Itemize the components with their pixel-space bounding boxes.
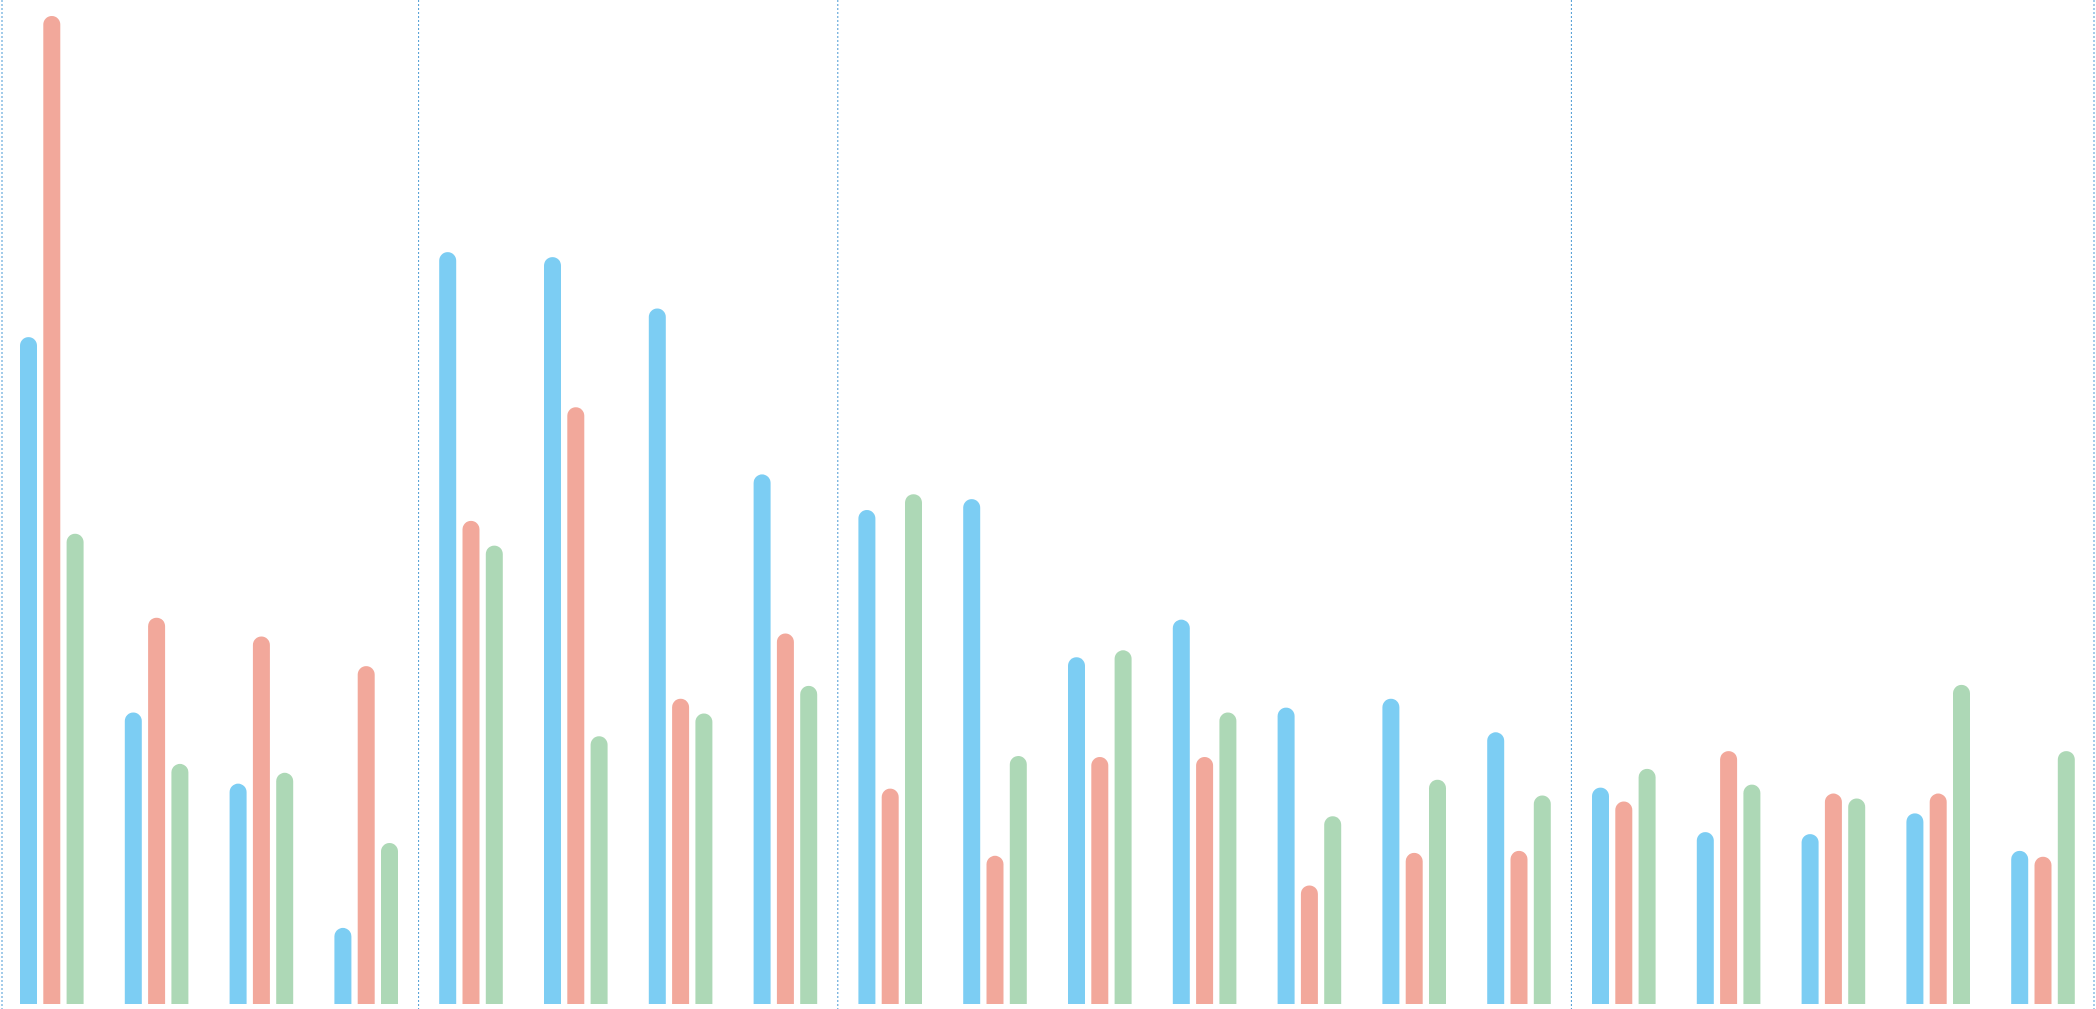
bar-group-16 bbox=[1592, 768, 1656, 1004]
bar-group-7 bbox=[648, 308, 713, 1004]
bar-series-2-cat-19 bbox=[1929, 793, 1947, 1004]
bar-series-3-cat-8 bbox=[800, 685, 818, 1004]
bar-series-3-cat-7 bbox=[695, 713, 713, 1004]
bar-series-3-cat-6 bbox=[590, 736, 608, 1004]
bar-group-10 bbox=[963, 499, 1027, 1004]
bar-series-2-cat-1 bbox=[43, 16, 61, 1004]
bar-series-1-cat-7 bbox=[648, 308, 666, 1004]
bar-group-9 bbox=[858, 494, 922, 1004]
bar-series-1-cat-1 bbox=[20, 337, 37, 1005]
bar-series-1-cat-11 bbox=[1068, 657, 1085, 1004]
bar-series-3-cat-11 bbox=[1114, 650, 1132, 1004]
bar-series-3-cat-16 bbox=[1638, 768, 1656, 1004]
bar-group-13 bbox=[1277, 707, 1342, 1004]
bar-group-20 bbox=[2011, 751, 2075, 1004]
bar-series-1-cat-12 bbox=[1172, 619, 1190, 1004]
bar-series-2-cat-16 bbox=[1615, 801, 1633, 1004]
bar-series-1-cat-20 bbox=[2011, 850, 2029, 1004]
bar-series-2-cat-5 bbox=[462, 520, 480, 1004]
bars bbox=[20, 16, 2075, 1005]
bar-series-2-cat-4 bbox=[357, 666, 375, 1004]
bar-series-3-cat-18 bbox=[1848, 798, 1866, 1004]
bar-series-1-cat-13 bbox=[1277, 707, 1295, 1004]
bar-group-4 bbox=[334, 666, 398, 1004]
bar-series-3-cat-15 bbox=[1533, 795, 1551, 1004]
bar-series-3-cat-13 bbox=[1324, 816, 1342, 1004]
bar-series-1-cat-5 bbox=[439, 252, 457, 1004]
bar-group-19 bbox=[1906, 684, 1970, 1004]
bar-series-1-cat-10 bbox=[963, 499, 981, 1004]
bar-series-1-cat-14 bbox=[1382, 698, 1400, 1004]
bar-series-2-cat-6 bbox=[567, 407, 585, 1004]
bar-series-3-cat-9 bbox=[905, 494, 922, 1004]
bar-series-2-cat-3 bbox=[252, 636, 270, 1004]
bar-group-17 bbox=[1696, 751, 1761, 1004]
bar-series-2-cat-20 bbox=[2034, 856, 2052, 1004]
bar-group-18 bbox=[1801, 793, 1866, 1004]
bar-group-15 bbox=[1487, 732, 1551, 1004]
bar-series-2-cat-18 bbox=[1824, 793, 1842, 1004]
bar-series-1-cat-4 bbox=[334, 927, 352, 1004]
bar-series-3-cat-12 bbox=[1219, 712, 1237, 1004]
bar-group-8 bbox=[753, 474, 818, 1004]
bar-series-2-cat-11 bbox=[1091, 757, 1109, 1004]
bar-series-3-cat-4 bbox=[381, 842, 398, 1004]
bar-series-2-cat-12 bbox=[1196, 757, 1214, 1004]
bar-series-3-cat-1 bbox=[66, 533, 84, 1004]
bar-group-2 bbox=[124, 617, 189, 1004]
bar-series-2-cat-7 bbox=[672, 698, 690, 1004]
bar-series-1-cat-18 bbox=[1801, 834, 1819, 1004]
bar-series-3-cat-10 bbox=[1009, 756, 1027, 1004]
bar-series-1-cat-9 bbox=[858, 510, 876, 1004]
bar-group-1 bbox=[20, 16, 84, 1005]
bar-series-1-cat-8 bbox=[753, 474, 771, 1004]
bar-series-1-cat-16 bbox=[1592, 787, 1609, 1004]
bar-group-6 bbox=[544, 257, 608, 1004]
bar-series-2-cat-13 bbox=[1300, 885, 1318, 1004]
bar-series-1-cat-6 bbox=[544, 257, 561, 1004]
bar-series-1-cat-2 bbox=[124, 712, 142, 1004]
bar-series-2-cat-10 bbox=[986, 855, 1004, 1004]
bar-series-1-cat-3 bbox=[229, 783, 247, 1004]
bar-series-3-cat-3 bbox=[276, 772, 294, 1004]
bar-series-3-cat-5 bbox=[485, 545, 503, 1004]
bar-series-1-cat-17 bbox=[1696, 832, 1714, 1004]
bar-series-3-cat-19 bbox=[1953, 684, 1970, 1004]
bar-series-2-cat-15 bbox=[1510, 850, 1528, 1004]
bar-group-5 bbox=[439, 252, 503, 1004]
bar-series-2-cat-9 bbox=[881, 788, 899, 1004]
bar-series-2-cat-8 bbox=[776, 633, 794, 1004]
bar-series-3-cat-20 bbox=[2057, 751, 2075, 1004]
bar-group-11 bbox=[1068, 650, 1132, 1004]
bar-series-2-cat-2 bbox=[148, 617, 166, 1004]
bar-series-2-cat-17 bbox=[1720, 751, 1738, 1004]
bar-group-3 bbox=[229, 636, 294, 1004]
bar-series-1-cat-19 bbox=[1906, 813, 1924, 1004]
bar-series-2-cat-14 bbox=[1405, 852, 1423, 1004]
bar-series-3-cat-2 bbox=[171, 763, 189, 1004]
bar-group-12 bbox=[1172, 619, 1237, 1004]
bar-series-3-cat-17 bbox=[1743, 784, 1761, 1004]
bar-series-3-cat-14 bbox=[1429, 779, 1446, 1004]
bar-series-1-cat-15 bbox=[1487, 732, 1505, 1004]
bar-group-14 bbox=[1382, 698, 1446, 1004]
